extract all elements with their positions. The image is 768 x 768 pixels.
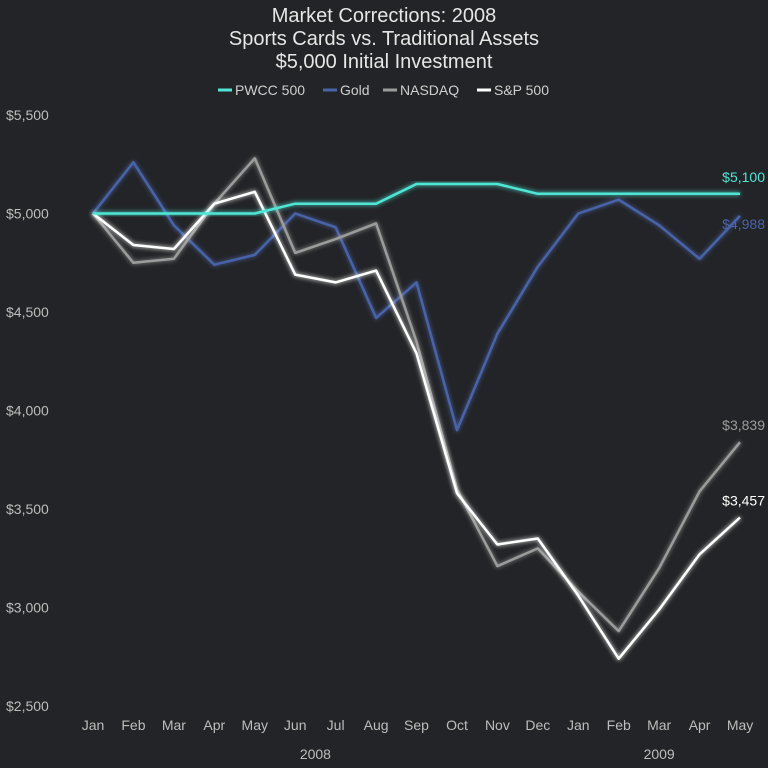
y-tick-label: $3,500 <box>6 501 49 517</box>
chart-title-line: Market Corrections: 2008 <box>272 5 497 27</box>
x-axis: Jan Feb Mar Apr May Jun Jul Aug Sep Oct Nov Dec Jan F… <box>82 717 754 762</box>
x-tick-label: Sep <box>404 717 429 733</box>
x-tick-label: Apr <box>689 717 711 733</box>
series-lines <box>92 157 741 660</box>
x-tick-label: Aug <box>364 717 389 733</box>
x-tick-label: Mar <box>647 717 671 733</box>
end-value-label: $5,100 <box>722 169 765 185</box>
end-value-label: $3,457 <box>722 492 765 508</box>
y-tick-label: $3,000 <box>6 600 49 616</box>
chart-title-line: Sports Cards vs. Traditional Assets <box>229 28 539 50</box>
x-tick-label: Nov <box>485 717 510 733</box>
legend-label: Gold <box>340 82 370 98</box>
year-label: 2009 <box>644 746 675 762</box>
x-tick-label: Jan <box>567 717 590 733</box>
end-value-label: $4,988 <box>722 216 765 232</box>
legend-label: S&P 500 <box>494 82 549 98</box>
x-tick-label: Feb <box>121 717 145 733</box>
y-tick-label: $4,500 <box>6 304 49 320</box>
end-labels: $5,100 $4,988 $3,839 $3,457 <box>722 169 765 509</box>
y-tick-label: $2,500 <box>6 698 49 714</box>
legend-label: NASDAQ <box>400 82 459 98</box>
chart-title-line: $5,000 Initial Investment <box>276 51 493 73</box>
x-tick-label: Mar <box>162 717 186 733</box>
y-tick-label: $4,000 <box>6 403 49 419</box>
y-tick-label: $5,500 <box>6 107 49 123</box>
y-axis: $2,500 $3,000 $3,500 $4,000 $4,500 $5,000 $5,5… <box>6 107 49 714</box>
legend-label: PWCC 500 <box>235 82 305 98</box>
x-tick-label: Dec <box>525 717 550 733</box>
x-tick-label: Apr <box>203 717 225 733</box>
series-line-gold <box>92 161 741 432</box>
x-tick-label: Feb <box>607 717 631 733</box>
y-tick-label: $5,000 <box>6 206 49 222</box>
year-label: 2008 <box>300 746 331 762</box>
legend: PWCC 500 Gold NASDAQ S&P 500 <box>218 82 549 98</box>
x-tick-label: Jun <box>284 717 307 733</box>
x-tick-label: Jul <box>327 717 345 733</box>
x-tick-label: May <box>242 717 268 733</box>
end-value-label: $3,839 <box>722 417 765 433</box>
x-tick-label: Oct <box>446 717 468 733</box>
series-line-pwcc-500 <box>93 182 740 215</box>
x-tick-label: Jan <box>82 717 105 733</box>
series-line-s-p-500 <box>92 190 741 660</box>
x-tick-label: May <box>727 717 753 733</box>
